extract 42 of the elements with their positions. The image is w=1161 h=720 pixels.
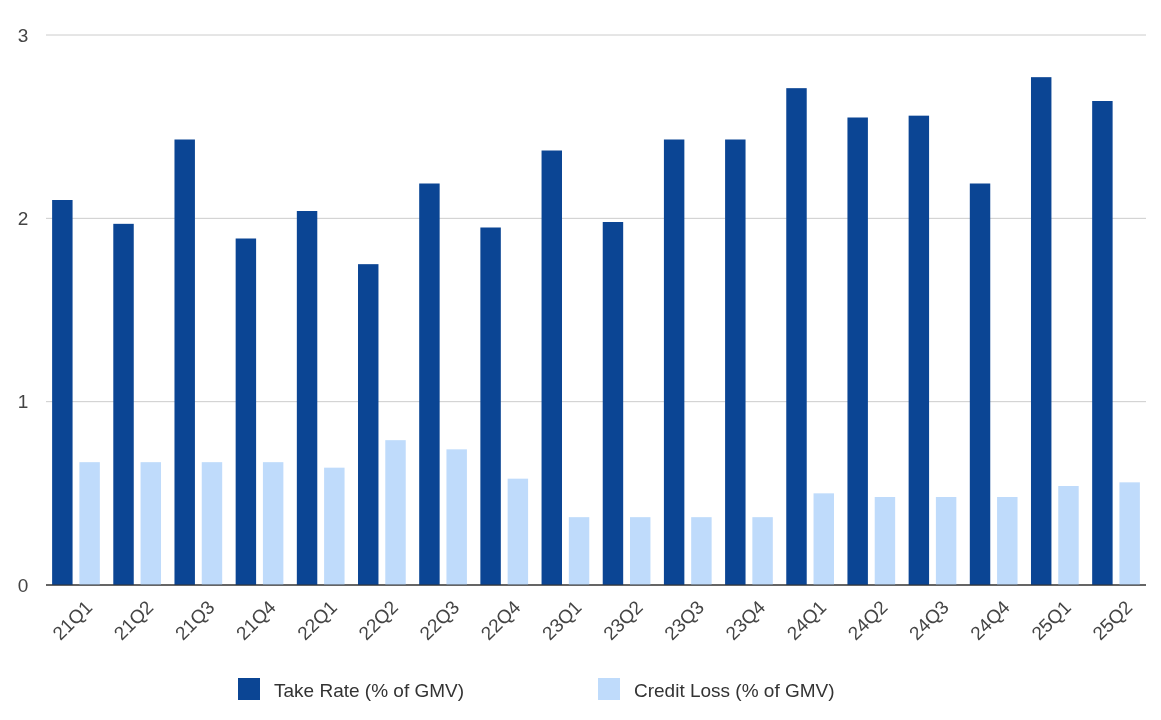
- bar: [262, 462, 284, 585]
- bar: [630, 517, 651, 585]
- bar: [663, 139, 685, 585]
- bar: [1092, 101, 1113, 585]
- y-tick-label: 2: [17, 207, 29, 229]
- bar: [296, 211, 318, 585]
- bar: [324, 467, 345, 585]
- legend-label: Take Rate (% of GMV): [274, 679, 465, 701]
- bar: [725, 139, 746, 585]
- bar: [507, 478, 529, 585]
- bar: [874, 497, 896, 585]
- bar: [446, 449, 467, 585]
- bar: [691, 517, 712, 585]
- bar: [79, 462, 100, 585]
- bar: [568, 517, 590, 585]
- y-tick-label: 3: [17, 24, 29, 46]
- bar: [174, 139, 195, 585]
- y-tick-label: 0: [17, 574, 29, 596]
- bar: [786, 88, 807, 585]
- bar: [997, 497, 1018, 585]
- bar: [908, 115, 930, 585]
- bar: [813, 493, 834, 585]
- bar: [358, 264, 379, 585]
- bar: [847, 117, 868, 585]
- bar: [235, 238, 257, 585]
- bar: [201, 462, 223, 585]
- bar: [969, 183, 991, 585]
- bar: [52, 200, 73, 585]
- bar: [752, 517, 773, 585]
- bar: [140, 462, 162, 585]
- bar: [602, 222, 624, 585]
- legend-label: Credit Loss (% of GMV): [634, 679, 835, 701]
- bar: [1030, 77, 1052, 585]
- bar: [419, 183, 440, 585]
- bar: [935, 497, 957, 585]
- bar: [1119, 482, 1140, 585]
- bar: [480, 227, 501, 585]
- y-tick-label: 1: [17, 391, 29, 413]
- bar: [1058, 486, 1079, 585]
- bar: [541, 150, 562, 585]
- bar: [385, 440, 406, 585]
- bar: [113, 223, 134, 585]
